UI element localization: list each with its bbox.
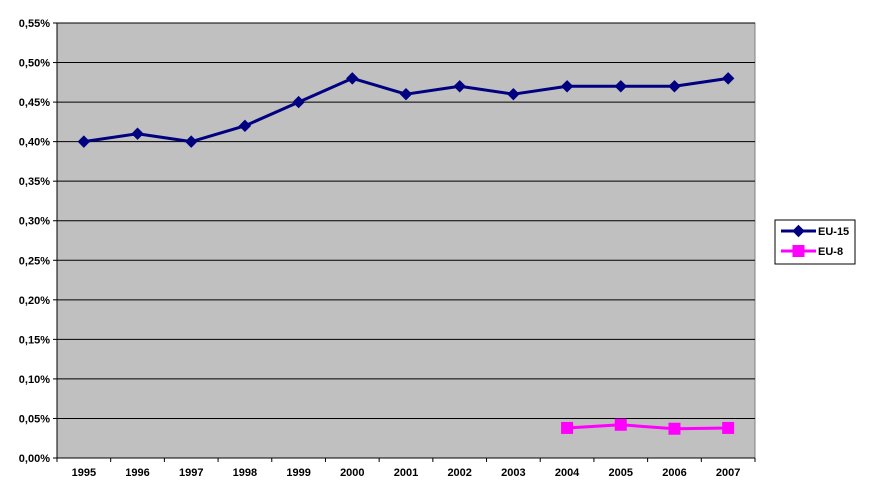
y-tick-label: 0,00% [19, 453, 50, 465]
series-eu-8 [561, 418, 735, 435]
axes: 0,00% 0,05% 0,10% 0,15% 0,20% 0,25% 0,30% 0,35%… [19, 18, 756, 479]
legend-swatch-marker [792, 245, 805, 257]
legend-label: EU-15 [818, 226, 849, 238]
y-tick-label: 0,20% [19, 295, 50, 307]
x-tick-label: 2002 [447, 467, 471, 479]
data-point-eu-15 [346, 72, 359, 85]
x-tick-label: 2005 [609, 467, 633, 479]
data-point-eu-15 [453, 80, 466, 93]
series-layer [77, 72, 735, 435]
data-point-eu-15 [399, 87, 413, 101]
data-point-eu-15 [292, 95, 305, 109]
y-tick-label: 0,05% [19, 413, 50, 425]
y-tick-label: 0,30% [19, 216, 50, 228]
data-point-eu-15 [185, 135, 198, 148]
data-point-eu-15 [238, 119, 252, 133]
x-tick-label: 1995 [72, 467, 96, 479]
y-tick-label: 0,35% [19, 176, 50, 188]
series-eu-15 [77, 72, 735, 148]
data-point-eu-15 [131, 127, 144, 140]
x-tick-label: 1999 [286, 467, 310, 479]
x-tick-label: 2000 [340, 467, 364, 479]
x-tick-label: 2007 [716, 467, 740, 479]
x-tick-label: 2006 [662, 467, 686, 479]
data-point-eu-15 [721, 72, 735, 85]
y-tick-label: 0,55% [19, 18, 50, 30]
legend-item-eu-15: EU-15 [781, 224, 849, 238]
data-point-eu-15 [77, 135, 91, 148]
legend-item-eu-8: EU-8 [781, 245, 843, 258]
data-point-eu-15 [614, 80, 627, 93]
x-tick-label: 1997 [179, 467, 203, 479]
legend-box [774, 219, 856, 265]
legend: EU-15 EU-8 [774, 219, 856, 265]
y-tick-label: 0,50% [19, 58, 50, 70]
data-point-eu-8 [668, 422, 681, 435]
data-point-eu-8 [614, 418, 627, 431]
data-point-eu-15 [507, 87, 520, 101]
y-tick-label: 0,45% [19, 97, 50, 109]
x-tick-label: 1998 [233, 467, 257, 479]
x-tick-label: 2003 [501, 467, 525, 479]
series-line-eu-8 [566, 423, 729, 431]
y-tick-label: 0,15% [19, 334, 50, 346]
y-tick-label: 0,40% [19, 137, 50, 149]
data-point-eu-8 [722, 421, 735, 434]
y-tick-label: 0,10% [19, 374, 50, 386]
data-point-eu-8 [561, 421, 574, 434]
data-point-eu-15 [668, 80, 681, 93]
x-tick-label: 2004 [555, 467, 580, 479]
legend-swatch-marker [792, 224, 805, 238]
legend-label: EU-8 [818, 246, 843, 258]
gridlines [57, 22, 755, 419]
y-tick-label: 0,25% [19, 255, 50, 267]
x-tick-label: 2001 [394, 467, 418, 479]
x-tick-label: 1996 [125, 467, 149, 479]
data-point-eu-15 [560, 80, 574, 93]
